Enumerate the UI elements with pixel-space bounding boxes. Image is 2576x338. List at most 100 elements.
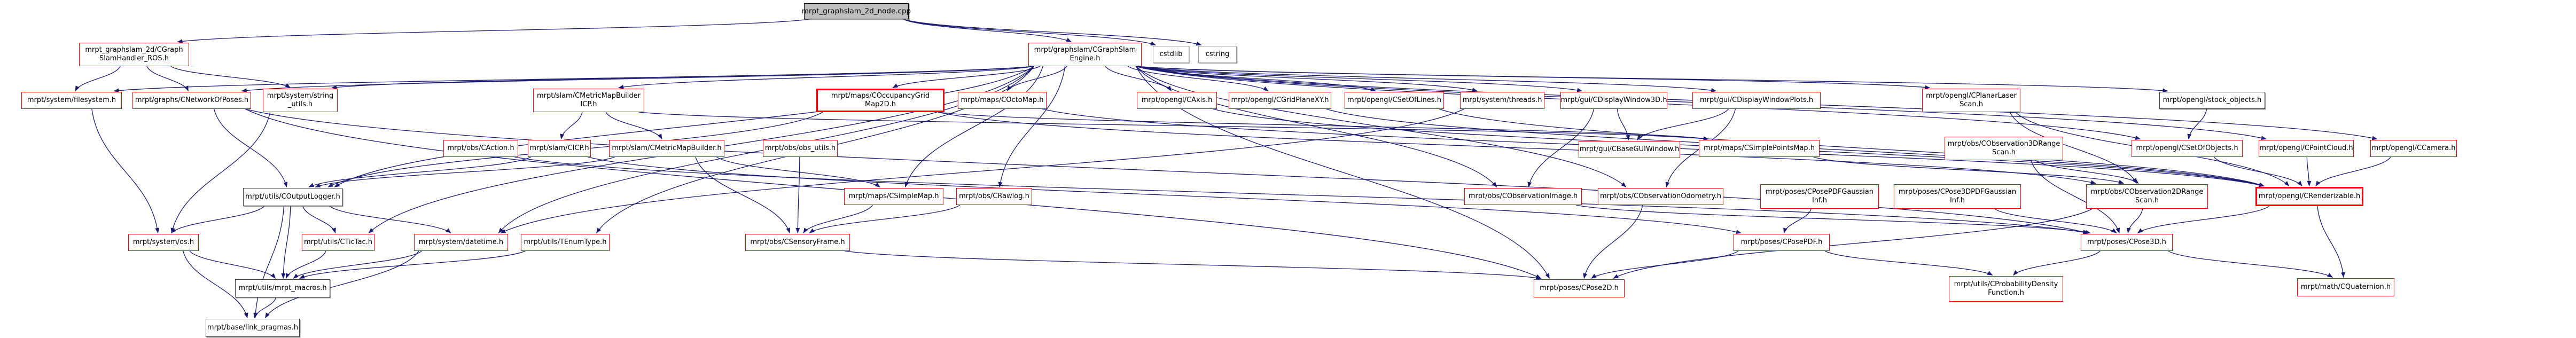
graph-edge-root-to-handler: [177, 19, 809, 44]
graph-node-csensoryframe[interactable]: mrpt/obs/CSensoryFrame.h: [745, 234, 850, 251]
graph-node-cpointcloud[interactable]: mrpt/opengl/CPointCloud.h: [2259, 140, 2354, 157]
graph-node-tenumtype[interactable]: mrpt/utils/TEnumType.h: [521, 234, 610, 251]
graph-node-csetofobjects[interactable]: mrpt/opengl/CSetOfObjects.h: [2132, 140, 2243, 157]
graph-edge-cpose3d-to-cprobdensity: [2013, 250, 2101, 276]
graph-node-caction[interactable]: mrpt/obs/CAction.h: [443, 140, 518, 157]
graph-node-label: mrpt/opengl/CPlanarLaser: [1926, 91, 2017, 100]
graph-node-label: mrpt/utils/CTicTac.h: [303, 238, 373, 246]
graph-node-cpose3dpdfgaussinf[interactable]: mrpt/poses/CPose3DPDFGaussian Inf.h: [1894, 184, 2021, 209]
graph-edge-occgrid-to-cobs2drange: [938, 112, 2096, 185]
graph-node-label: mrpt/obs/CRawlog.h: [959, 192, 1029, 200]
graph-node-label: mrpt/opengl/CGridPlaneXY.h: [1231, 96, 1329, 104]
graph-node-label: mrpt/poses/CPose3DPDFGaussian: [1898, 187, 2017, 196]
graph-node-csimplepointsmap[interactable]: mrpt/maps/CSimplePointsMap.h: [1699, 140, 1820, 157]
graph-node-cplanarlaser[interactable]: mrpt/opengl/CPlanarLaser Scan.h: [1922, 89, 2020, 112]
graph-node-cpose3d[interactable]: mrpt/poses/CPose3D.h: [2081, 234, 2173, 251]
graph-edge-root-to-engine: [903, 19, 1072, 43]
graph-node-networkofposes[interactable]: mrpt/graphs/CNetworkOfPoses.h: [132, 92, 251, 109]
graph-edge-stockobjects-to-csetofobjects: [2187, 108, 2207, 139]
graph-node-caxis[interactable]: mrpt/opengl/CAxis.h: [1137, 92, 1217, 109]
graph-node-ccamera[interactable]: mrpt/opengl/CCamera.h: [2370, 140, 2457, 157]
graph-node-label: mrpt/poses/CPose2D.h: [1540, 284, 1619, 292]
graph-node-label: mrpt/maps/CSimplePointsMap.h: [1703, 144, 1815, 152]
graph-edge-csimplemap-to-csensoryframe: [803, 205, 873, 233]
graph-node-mrptmacros[interactable]: mrpt/utils/mrpt_macros.h: [235, 279, 330, 297]
graph-node-cquaternion[interactable]: mrpt/math/CQuaternion.h: [2297, 278, 2394, 296]
graph-node-threads[interactable]: mrpt/system/threads.h: [1460, 92, 1544, 109]
graph-edge-crenderizable-to-cquaternion: [2317, 206, 2345, 278]
graph-node-label: mrpt/obs/CObservationImage.h: [1468, 192, 1578, 200]
graph-node-label: Engine.h: [1070, 54, 1100, 62]
graph-node-filesystem[interactable]: mrpt/system/filesystem.h: [21, 92, 122, 109]
graph-node-coutputlogger[interactable]: mrpt/utils/COutputLogger.h: [243, 188, 342, 206]
graph-node-label: SlamHandler_ROS.h: [99, 54, 169, 62]
graph-node-engine[interactable]: mrpt/graphslam/CGraphSlam Engine.h: [1028, 43, 1142, 66]
graph-edge-cposepdfgaussinf-to-cposepdf: [1783, 208, 1812, 233]
graph-node-ctictac[interactable]: mrpt/utils/CTicTac.h: [302, 234, 374, 251]
graph-node-cdw3d[interactable]: mrpt/gui/CDisplayWindow3D.h: [1560, 92, 1667, 109]
graph-node-octomap[interactable]: mrpt/maps/COctoMap.h: [958, 92, 1047, 109]
graph-node-label: mrpt/utils/CProbabilityDensity: [1954, 280, 2058, 288]
graph-node-occgrid[interactable]: mrpt/maps/COccupancyGrid Map2D.h: [816, 89, 944, 112]
graph-node-label: mrpt/utils/COutputLogger.h: [245, 192, 340, 201]
graph-edge-obsutils-to-csensoryframe: [795, 156, 800, 233]
graph-edge-threads-to-datetime: [500, 108, 1465, 234]
graph-node-obsutils[interactable]: mrpt/obs/obs_utils.h: [763, 140, 838, 157]
graph-node-cobsimage[interactable]: mrpt/obs/CObservationImage.h: [1464, 188, 1582, 205]
graph-node-label: Scan.h: [1960, 100, 1983, 108]
graph-edge-csetofobjects-to-crenderizable: [2213, 156, 2302, 186]
graph-node-label: mrpt/obs/CAction.h: [447, 144, 514, 152]
graph-node-label: mrpt/poses/CPosePDFGaussian: [1765, 187, 1874, 196]
graph-edge-stringutils-to-os: [170, 112, 271, 233]
graph-node-cstring: cstring: [1198, 46, 1237, 63]
graph-node-cobsodometry[interactable]: mrpt/obs/CObservationOdometry.h: [1598, 188, 1723, 205]
graph-edge-filesystem-to-os: [91, 108, 160, 233]
graph-node-label: mrpt/opengl/CCamera.h: [2371, 144, 2456, 152]
graph-node-crawlog[interactable]: mrpt/obs/CRawlog.h: [956, 188, 1032, 205]
graph-node-label: mrpt/obs/CObservationOdometry.h: [1599, 192, 1722, 200]
graph-edge-engine-to-coutputlogger: [334, 66, 1034, 188]
graph-node-label: mrpt/gui/CDisplayWindowPlots.h: [1699, 96, 1814, 104]
graph-node-mapbuildericp[interactable]: mrpt/slam/CMetricMapBuilder ICP.h: [533, 89, 644, 112]
graph-edge-cposepdf-to-cpose2d: [1591, 250, 1739, 279]
graph-node-cprobdensity[interactable]: mrpt/utils/CProbabilityDensity Function.h: [1949, 276, 2063, 302]
graph-edge-coutputlogger-to-ctictac: [302, 206, 336, 233]
graph-node-label: mrpt_graphslam_2d_node.cpp: [801, 6, 911, 15]
graph-node-datetime[interactable]: mrpt/system/datetime.h: [414, 234, 508, 251]
graph-edge-mrptmacros-to-linkpragmas: [254, 297, 277, 318]
graph-node-label: mrpt/maps/CSimpleMap.h: [848, 192, 939, 200]
graph-node-cgridplane[interactable]: mrpt/opengl/CGridPlaneXY.h: [1229, 92, 1331, 109]
graph-node-os[interactable]: mrpt/system/os.h: [128, 234, 199, 251]
graph-node-cmetricmapbuilder[interactable]: mrpt/slam/CMetricMapBuilder.h: [609, 140, 724, 157]
graph-node-crenderizable[interactable]: mrpt/opengl/CRenderizable.h: [2255, 187, 2363, 206]
graph-node-stringutils[interactable]: mrpt/system/string _utils.h: [263, 89, 338, 112]
graph-edge-cdwplots-to-cbasegui: [1636, 108, 1729, 140]
graph-node-cposepdfgaussinf[interactable]: mrpt/poses/CPosePDFGaussian Inf.h: [1760, 184, 1879, 209]
graph-node-cobs2drange[interactable]: mrpt/obs/CObservation2DRange Scan.h: [2086, 184, 2208, 209]
graph-node-cicp[interactable]: mrpt/slam/CICP.h: [528, 140, 591, 157]
graph-node-cbasegui[interactable]: mrpt/gui/CBaseGUIWindow.h: [1579, 141, 1680, 158]
graph-node-label: mrpt/gui/CBaseGUIWindow.h: [1579, 145, 1680, 153]
graph-edge-ccamera-to-crenderizable: [2315, 156, 2391, 186]
graph-node-label: Scan.h: [1992, 148, 2016, 156]
graph-node-label: cstring: [1205, 50, 1230, 58]
graph-node-cpose2d[interactable]: mrpt/poses/CPose2D.h: [1534, 279, 1625, 297]
graph-edge-cdw3d-to-cobsimage: [1527, 108, 1595, 187]
graph-node-cposepdf[interactable]: mrpt/poses/CPosePDF.h: [1734, 234, 1830, 251]
graph-node-handler[interactable]: mrpt_graphslam_2d/CGraph SlamHandler_ROS.…: [79, 43, 189, 66]
graph-node-cdwplots[interactable]: mrpt/gui/CDisplayWindowPlots.h: [1692, 92, 1821, 109]
graph-edge-handler-to-filesystem: [75, 66, 121, 91]
graph-node-linkpragmas[interactable]: mrpt/base/link_pragmas.h: [206, 319, 300, 337]
graph-edge-cobs3drange-to-cobs2drange: [2035, 160, 2139, 184]
graph-edge-cposepdf-to-cprobdensity: [1824, 250, 1993, 276]
graph-node-csimplemap[interactable]: mrpt/maps/CSimpleMap.h: [844, 188, 943, 205]
graph-node-stockobjects[interactable]: mrpt/opengl/stock_objects.h: [2159, 92, 2265, 109]
graph-node-label: mrpt/maps/COccupancyGrid: [831, 91, 930, 100]
graph-node-cobs3drange[interactable]: mrpt/obs/CObservation3DRange Scan.h: [1945, 137, 2063, 160]
graph-node-label: mrpt/slam/CICP.h: [529, 144, 589, 152]
graph-edge-engine-to-csimplemap: [904, 66, 1043, 187]
graph-edge-mapbuildericp-to-cmetricmapbuilder: [605, 112, 662, 139]
graph-node-label: Inf.h: [1812, 196, 1828, 205]
graph-node-cstdlib: cstdlib: [1153, 46, 1189, 63]
graph-node-csetoflines[interactable]: mrpt/opengl/CSetOfLines.h: [1345, 92, 1444, 109]
